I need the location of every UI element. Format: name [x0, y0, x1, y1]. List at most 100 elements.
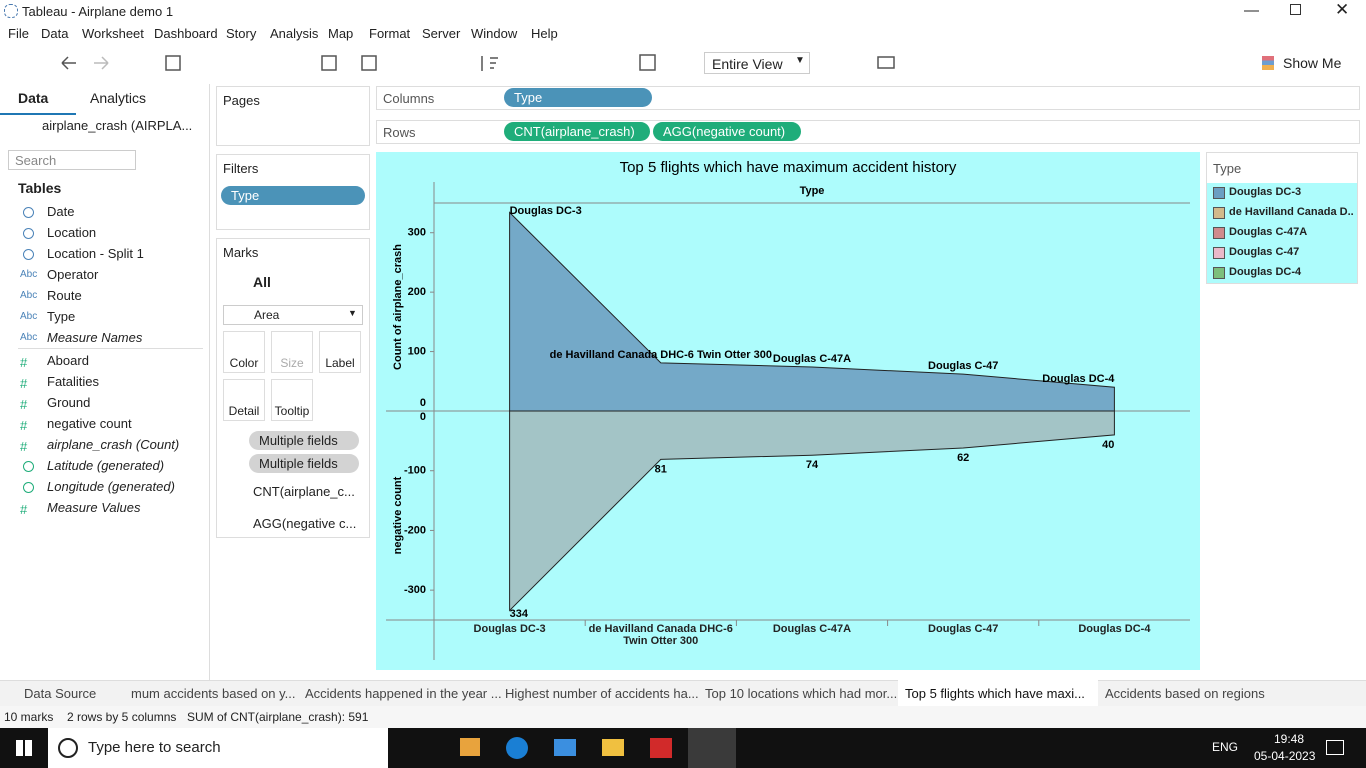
undo-icon[interactable]: [61, 56, 76, 70]
y-axis-label: Count of airplane_crash: [392, 244, 404, 370]
field[interactable]: Route: [47, 288, 82, 303]
legend-row[interactable]: [1207, 243, 1357, 263]
field[interactable]: Date: [47, 204, 75, 219]
filter-pill[interactable]: Type: [221, 186, 365, 205]
mark-button-label: Label: [325, 356, 355, 370]
marks-field-pill[interactable]: Multiple fields: [249, 454, 359, 473]
menu-item[interactable]: Analysis: [270, 26, 319, 41]
field[interactable]: Type: [47, 309, 76, 324]
status-bar: 10 marks 2 rows by 5 columns SUM of CNT(ai…: [0, 706, 1366, 728]
new-sheet-icon[interactable]: [321, 55, 337, 71]
field[interactable]: negative count: [47, 416, 132, 431]
sheet-tab[interactable]: Highest number of accidents ha...: [505, 686, 699, 701]
notifications[interactable]: [1326, 740, 1344, 755]
explorer-icon[interactable]: [602, 739, 624, 756]
legend-swatch: [1213, 267, 1225, 279]
mark-button[interactable]: Color: [223, 331, 265, 373]
menu-item[interactable]: Dashboard: [154, 26, 218, 41]
field[interactable]: Measure Names: [47, 330, 143, 345]
field[interactable]: Operator: [47, 267, 99, 282]
field-icon: #: [20, 502, 28, 517]
mark-button[interactable]: Tooltip: [271, 379, 313, 421]
sort-icon[interactable]: [481, 56, 498, 71]
y-tick-label: 200: [408, 286, 426, 298]
edge-icon[interactable]: [506, 737, 528, 759]
row-pill[interactable]: CNT(airplane_crash): [504, 122, 650, 141]
column-pill[interactable]: Type: [504, 88, 652, 107]
rows-label: Rows: [383, 125, 416, 140]
menu-item[interactable]: Help: [531, 26, 558, 41]
restore[interactable]: [1290, 4, 1301, 15]
mark-type-dropdown[interactable]: Area ▼: [223, 305, 363, 325]
legend-row[interactable]: [1207, 263, 1357, 283]
menu-item[interactable]: Story: [226, 26, 257, 41]
mark-button-label: Tooltip: [274, 404, 310, 418]
row-pill[interactable]: AGG(negative count): [653, 122, 801, 141]
show-me-icon[interactable]: [1262, 56, 1274, 70]
legend-row[interactable]: [1207, 223, 1357, 243]
menu-item[interactable]: Server: [422, 26, 461, 41]
mark-button[interactable]: Detail: [223, 379, 265, 421]
dropdown-arrow: ▼: [348, 308, 357, 318]
field[interactable]: Location: [47, 225, 97, 240]
taskbar-search[interactable]: Type here to search: [48, 728, 388, 768]
sheet-tab[interactable]: Accidents happened in the year ...: [305, 686, 502, 701]
mark-button[interactable]: Label: [319, 331, 361, 373]
menu-item[interactable]: Worksheet: [82, 26, 144, 41]
field[interactable]: Ground: [47, 395, 91, 410]
marks-all[interactable]: All: [253, 274, 271, 290]
sheet-tab[interactable]: Accidents based on regions: [1105, 686, 1265, 701]
store-icon[interactable]: [460, 738, 480, 756]
fit-dropdown[interactable]: Entire View ▼: [704, 52, 810, 74]
redo-icon[interactable]: [94, 56, 109, 70]
value-label: 40: [1102, 439, 1114, 451]
y-tick-label: -100: [404, 465, 426, 477]
marks-measure[interactable]: CNT(airplane_c...: [253, 484, 355, 499]
start-button[interactable]: [16, 740, 32, 756]
analytics-tab[interactable]: Analytics: [90, 90, 147, 106]
tableau-taskbar[interactable]: [688, 728, 736, 768]
duplicate-icon[interactable]: [361, 55, 377, 71]
field[interactable]: Aboard: [47, 353, 89, 368]
legend-swatch: [1213, 247, 1225, 259]
columns-shelf: Columns Type: [376, 86, 1360, 110]
legend-row[interactable]: [1207, 203, 1357, 223]
field[interactable]: Longitude (generated): [47, 479, 175, 494]
save-icon[interactable]: [165, 55, 181, 71]
sheet-tab[interactable]: Data Source: [24, 686, 97, 701]
marks-field-pill[interactable]: Multiple fields: [249, 431, 359, 450]
data-tab[interactable]: Data: [18, 90, 49, 106]
chart: Top 5 flights which have maximum acciden…: [386, 159, 1190, 660]
value-label: 62: [957, 452, 969, 464]
show-me[interactable]: Show Me: [1283, 55, 1342, 71]
field[interactable]: Latitude (generated): [47, 458, 165, 473]
labels-icon[interactable]: [639, 54, 656, 71]
sheet-tab[interactable]: mum accidents based on y...: [131, 686, 296, 701]
menu-item[interactable]: File: [8, 26, 29, 41]
menu-item[interactable]: Format: [369, 26, 411, 41]
field[interactable]: Fatalities: [47, 374, 100, 389]
legend-swatch: [1213, 187, 1225, 199]
menu-item[interactable]: Data: [41, 26, 69, 41]
field[interactable]: Measure Values: [47, 500, 141, 515]
marks-measure[interactable]: AGG(negative c...: [253, 516, 357, 531]
close[interactable]: ✕: [1335, 0, 1350, 19]
field[interactable]: Location - Split 1: [47, 246, 144, 261]
field[interactable]: airplane_crash (Count): [47, 437, 180, 452]
mark-button[interactable]: Size: [271, 331, 313, 373]
data-source[interactable]: airplane_crash (AIRPLA...: [42, 118, 193, 133]
x-tick-label: Douglas DC-4: [1078, 623, 1151, 635]
mail-icon[interactable]: [554, 739, 576, 756]
legend-label: de Havilland Canada D..: [1229, 206, 1354, 218]
presentation-icon[interactable]: [877, 56, 895, 69]
sheet-tab[interactable]: Top 10 locations which had mor...: [705, 686, 898, 701]
minimize[interactable]: —: [1244, 2, 1259, 19]
legend-row[interactable]: [1207, 183, 1357, 203]
menu-item[interactable]: Map: [328, 26, 354, 41]
app-icon[interactable]: [650, 738, 672, 758]
menu-item[interactable]: Window: [471, 26, 518, 41]
sheet-tab[interactable]: Top 5 flights which have maxi...: [905, 686, 1085, 701]
mark-label: Douglas DC-3: [510, 205, 582, 217]
search-box[interactable]: Search: [8, 150, 136, 170]
chart-view: Top 5 flights which have maximum acciden…: [376, 152, 1200, 670]
